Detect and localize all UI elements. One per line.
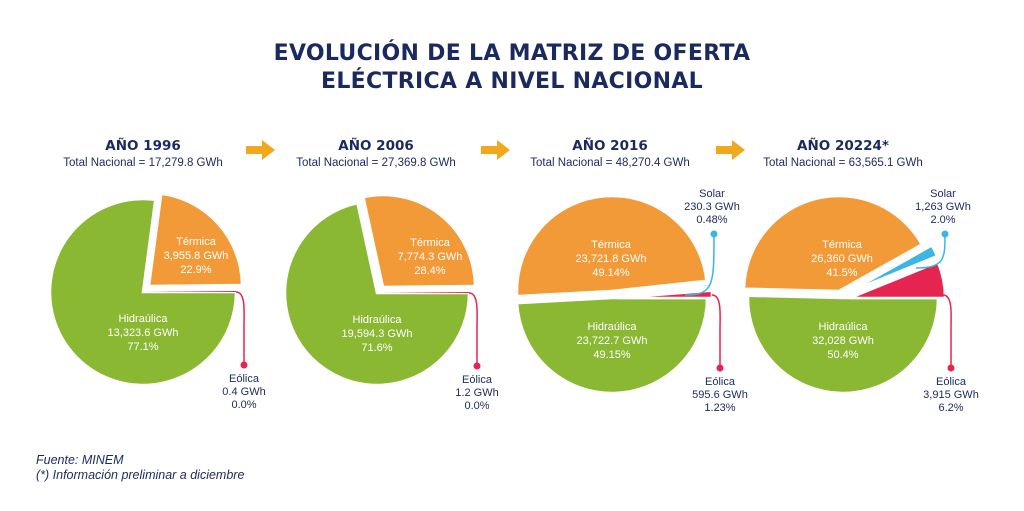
solar-dot xyxy=(941,230,949,238)
eolica-label-value: 0.4 GWh xyxy=(222,386,265,398)
source-note: Fuente: MINEM xyxy=(36,453,124,467)
slice-label-name: Térmica xyxy=(591,239,632,251)
year-header-2024: AÑO 20224* Total Nacional = 63,565.1 GWh xyxy=(723,138,963,169)
eolica-dot xyxy=(716,364,724,372)
year-total: Total Nacional = 63,565.1 GWh xyxy=(763,157,923,169)
solar-label-pct: 2.0% xyxy=(930,214,955,226)
eolica-label-pct: 6.2% xyxy=(938,402,963,414)
pie-slice-hidraulica xyxy=(283,201,471,387)
solar-label-pct: 0.48% xyxy=(696,214,727,226)
slice-label-value: 7,774.3 GWh xyxy=(398,251,463,263)
slice-label-pct: 49.14% xyxy=(592,267,630,279)
slice-label-pct: 28.4% xyxy=(414,265,445,277)
year-title: AÑO 2016 xyxy=(572,138,648,154)
slice-label-pct: 77.1% xyxy=(127,341,158,353)
pie-chart-1 xyxy=(283,193,481,387)
eolica-label-value: 3,915 GWh xyxy=(923,389,979,401)
slice-label-name: Térmica xyxy=(410,237,451,249)
arrow-right-icon xyxy=(481,140,510,160)
year-total: Total Nacional = 17,279.8 GWh xyxy=(63,157,223,169)
arrow-right-icon xyxy=(716,140,745,160)
eolica-dot xyxy=(473,362,481,370)
eolica-label-pct: 0.0% xyxy=(231,399,256,411)
solar-dot xyxy=(710,230,718,238)
arrow-right-icon xyxy=(246,140,275,160)
pie-slice-eolica xyxy=(849,260,947,300)
eolica-label-name: Eólica xyxy=(705,376,736,388)
slice-label-name: Térmica xyxy=(822,239,863,251)
eolica-label-name: Eólica xyxy=(936,376,967,388)
slice-label-pct: 49.15% xyxy=(593,349,631,361)
eolica-label-pct: 1.23% xyxy=(704,402,735,414)
footer: Fuente: MINEM (*) Información preliminar… xyxy=(36,453,244,483)
year-header-2016: AÑO 2016 Total Nacional = 48,270.4 GWh xyxy=(490,138,730,169)
pie-slice-eolica xyxy=(143,291,236,292)
eolica-leader-line xyxy=(942,294,952,368)
slice-label-name: Hidraúlica xyxy=(353,314,403,326)
eolica-label-name: Eólica xyxy=(462,374,493,386)
eolica-leader-line xyxy=(711,294,721,368)
year-total: Total Nacional = 48,270.4 GWh xyxy=(530,157,690,169)
chart-title: EVOLUCIÓN DE LA MATRIZ DE OFERTA ELÉCTRI… xyxy=(0,40,1024,96)
pie-chart-3 xyxy=(742,194,955,395)
pie-slice-eolica xyxy=(616,289,714,300)
solar-label-value: 1,263 GWh xyxy=(915,201,971,213)
slice-label-pct: 41.5% xyxy=(826,267,857,279)
pie-slice-termica xyxy=(147,192,244,288)
slice-label-value: 13,323.6 GWh xyxy=(108,327,179,339)
pie-slice-solar xyxy=(616,282,714,296)
year-total: Total Nacional = 27,369.8 GWh xyxy=(296,157,456,169)
solar-label-name: Solar xyxy=(930,188,956,200)
pie-slice-solar xyxy=(848,243,939,294)
year-header-1996: AÑO 1996 Total Nacional = 17,279.8 GWh xyxy=(23,138,263,169)
solar-label-value: 230.3 GWh xyxy=(684,201,740,213)
slice-label-value: 23,721.8 GWh xyxy=(576,253,647,265)
eolica-leader-line xyxy=(235,291,245,365)
year-title: AÑO 20224* xyxy=(797,138,889,154)
eolica-leader-line xyxy=(468,292,478,366)
title-line-2: ELÉCTRICA A NIVEL NACIONAL xyxy=(321,69,703,94)
solar-leader-line xyxy=(915,233,946,269)
slice-label-value: 26,360 GWh xyxy=(811,253,873,265)
slice-label-pct: 71.6% xyxy=(361,342,392,354)
pie-slice-eolica xyxy=(377,292,469,293)
year-title: AÑO 2006 xyxy=(338,138,414,154)
solar-label-name: Solar xyxy=(699,188,725,200)
pie-slice-hidraulica xyxy=(746,294,940,395)
slice-label-value: 19,594.3 GWh xyxy=(342,328,413,340)
eolica-label-name: Eólica xyxy=(229,373,260,385)
slice-label-name: Térmica xyxy=(176,236,217,248)
eolica-label-pct: 0.0% xyxy=(464,400,489,412)
slice-label-pct: 22.9% xyxy=(180,264,211,276)
slice-label-value: 23,722.7 GWh xyxy=(577,335,648,347)
eolica-label-value: 1.2 GWh xyxy=(455,387,498,399)
slice-label-value: 3,955.8 GWh xyxy=(164,250,229,262)
preliminary-note: (*) Información preliminar a diciembre xyxy=(36,468,245,482)
pie-slice-termica xyxy=(361,193,477,289)
solar-leader-line xyxy=(684,233,715,296)
slice-label-value: 32,028 GWh xyxy=(812,335,874,347)
eolica-dot xyxy=(240,361,248,369)
slice-label-name: Hidraúlica xyxy=(119,313,169,325)
year-header-2006: AÑO 2006 Total Nacional = 27,369.8 GWh xyxy=(256,138,496,169)
slice-label-pct: 50.4% xyxy=(827,349,858,361)
pie-slice-hidraulica xyxy=(48,197,238,387)
pie-chart-0 xyxy=(48,192,248,387)
slice-label-name: Hidraúlica xyxy=(819,321,869,333)
year-title: AÑO 1996 xyxy=(105,138,181,154)
pie-chart-2 xyxy=(515,194,724,395)
pie-slice-termica xyxy=(515,194,708,298)
pie-slice-termica xyxy=(742,194,924,293)
slice-label-name: Hidraúlica xyxy=(588,321,638,333)
eolica-label-value: 595.6 GWh xyxy=(692,389,748,401)
pie-slice-hidraulica xyxy=(515,296,709,395)
title-line-1: EVOLUCIÓN DE LA MATRIZ DE OFERTA xyxy=(273,41,751,66)
eolica-dot xyxy=(947,364,955,372)
